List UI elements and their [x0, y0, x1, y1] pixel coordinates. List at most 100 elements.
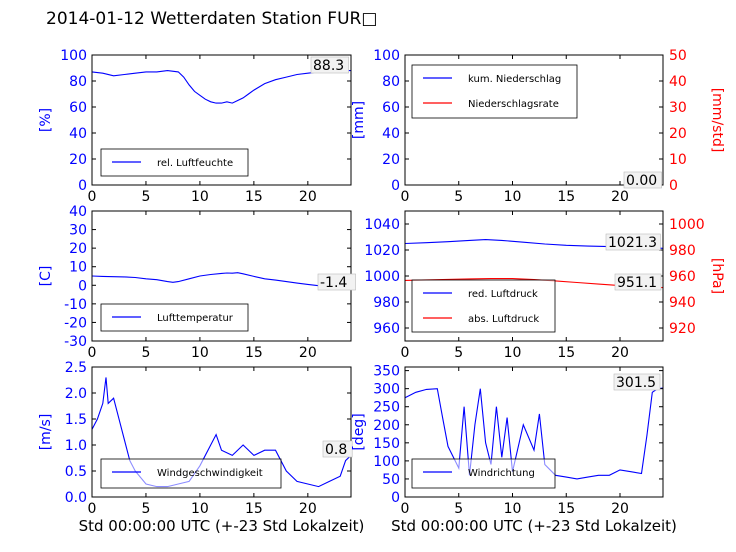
legend-box	[411, 458, 556, 489]
series-line-humidity-0	[91, 70, 351, 104]
y-tick-label: 60	[382, 100, 400, 116]
y2-tick-label: 980	[669, 243, 696, 259]
y-tick-label: 40	[382, 126, 400, 142]
y-tick-label: 1000	[364, 269, 400, 285]
y-tick-label: 80	[382, 74, 400, 90]
current-value-label-box	[605, 233, 661, 251]
y-tick-label: 100	[60, 48, 87, 64]
y2-tick-label: 940	[669, 295, 696, 311]
y-tick-label: 250	[373, 400, 400, 416]
legend-entry-label: Niederschlagsrate	[468, 99, 559, 110]
x-tick-label: 5	[454, 501, 463, 517]
legend-precip: kum. Niederschlag Niederschlagsrate	[411, 64, 578, 119]
y-tick-label: 20	[69, 241, 87, 257]
legend-pressure: red. Luftdruck abs. Luftdruck	[411, 279, 556, 333]
current-value-label: 88.3	[313, 58, 344, 74]
x-tick-label: 0	[401, 189, 410, 205]
x-tick-label: 10	[504, 501, 522, 517]
x-tick-label: 5	[141, 501, 150, 517]
x-tick-label: 20	[299, 501, 317, 517]
y-tick-label: 2.5	[65, 360, 87, 376]
x-tick-label: 0	[88, 501, 97, 517]
y-axis-label: [m/s]	[38, 414, 54, 451]
plot-frame-wind-speed	[91, 366, 352, 498]
legend-temp: Lufttemperatur	[100, 303, 249, 332]
legend-wind-speed: Windgeschwindigkeit	[100, 458, 282, 489]
y-tick-label: -30	[64, 334, 87, 350]
legend-entry-label: Windrichtung	[468, 468, 535, 479]
y2-tick-label: 50	[669, 48, 687, 64]
y-tick-label: 300	[373, 382, 400, 398]
legend-entry-label: rel. Luftfeuchte	[157, 158, 233, 169]
y-tick-label: 0	[78, 178, 87, 194]
y-tick-label: 10	[69, 260, 87, 276]
y-axis-label: [C]	[38, 266, 54, 287]
current-value-label-2: 951.1	[617, 275, 657, 291]
legend-box	[411, 279, 556, 333]
plot-frame-wind-direction	[404, 366, 664, 498]
y-tick-label: 200	[373, 418, 400, 434]
y2-tick-label: 10	[669, 152, 687, 168]
x-tick-label: 0	[401, 501, 410, 517]
x-tick-label: 15	[245, 189, 263, 205]
legend-humidity: rel. Luftfeuchte	[100, 148, 249, 177]
x-axis-label: Std 00:00:00 UTC (+-23 Std Lokalzeit)	[79, 517, 365, 535]
y-tick-label: 1040	[364, 217, 400, 233]
y-tick-label: 100	[373, 454, 400, 470]
legend-entry-label: red. Luftdruck	[468, 289, 538, 300]
x-tick-label: 10	[504, 189, 522, 205]
chart-panel-pressure: 0 5 10 15 20 960 980 1000 1020 1040 920 940 960 980 10…	[364, 210, 725, 361]
x-tick-label: 15	[557, 501, 575, 517]
y-tick-label: -10	[64, 297, 87, 313]
y-tick-label: 350	[373, 364, 400, 380]
y2-tick-label: 20	[669, 126, 687, 142]
y-tick-label: 20	[69, 152, 87, 168]
y-tick-label: 30	[69, 223, 87, 239]
current-value-label-box	[613, 373, 661, 391]
chart-panel-humidity: 0 5 10 15 20 0 20 40 60 80 100 [%] rel. Luftfeuchte 8…	[38, 48, 352, 205]
y2-axis-label: [hPa]	[709, 258, 725, 294]
legend-entry-label: kum. Niederschlag	[468, 74, 561, 85]
x-tick-label: 20	[611, 501, 629, 517]
plot-frame-precip	[404, 54, 664, 186]
legend-box	[100, 458, 282, 489]
x-tick-label: 10	[504, 345, 522, 361]
y-axis-label: [deg]	[351, 413, 367, 450]
y-tick-label: 960	[373, 321, 400, 337]
y2-tick-label: 30	[669, 100, 687, 116]
series-line-temp-0	[91, 272, 352, 289]
x-tick-label: 20	[299, 189, 317, 205]
y2-tick-label: 960	[669, 269, 696, 285]
current-value-label: 0.8	[325, 442, 347, 458]
figure-title: 2014-01-12 Wetterdaten Station FUR□	[46, 9, 378, 29]
current-value-label-box	[322, 440, 353, 458]
x-tick-label: 5	[454, 189, 463, 205]
y-tick-label: 50	[382, 472, 400, 488]
y-tick-label: 980	[373, 295, 400, 311]
current-value-label-2-box	[614, 273, 662, 291]
x-tick-label: 5	[141, 345, 150, 361]
x-tick-label: 0	[88, 189, 97, 205]
x-tick-label: 5	[454, 345, 463, 361]
x-tick-label: 5	[141, 189, 150, 205]
y-tick-label: 0.0	[65, 490, 87, 506]
legend-entry-label: Windgeschwindigkeit	[157, 468, 263, 479]
y-tick-label: 1.5	[65, 412, 87, 428]
x-tick-label: 15	[557, 189, 575, 205]
y-tick-label: 0	[78, 278, 87, 294]
x-tick-label: 15	[557, 345, 575, 361]
current-value-label: 0.00	[626, 173, 657, 189]
y2-tick-label: 40	[669, 74, 687, 90]
x-tick-label: 20	[299, 345, 317, 361]
x-tick-label: 20	[611, 189, 629, 205]
y-tick-label: 1020	[364, 243, 400, 259]
y-tick-label: 20	[382, 152, 400, 168]
y-tick-label: 40	[69, 126, 87, 142]
y-tick-label: 2.0	[65, 386, 87, 402]
y-tick-label: 60	[69, 100, 87, 116]
x-axis-label: Std 00:00:00 UTC (+-23 Std Lokalzeit)	[391, 517, 677, 535]
x-tick-label: 0	[88, 345, 97, 361]
current-value-label-box	[317, 273, 356, 291]
